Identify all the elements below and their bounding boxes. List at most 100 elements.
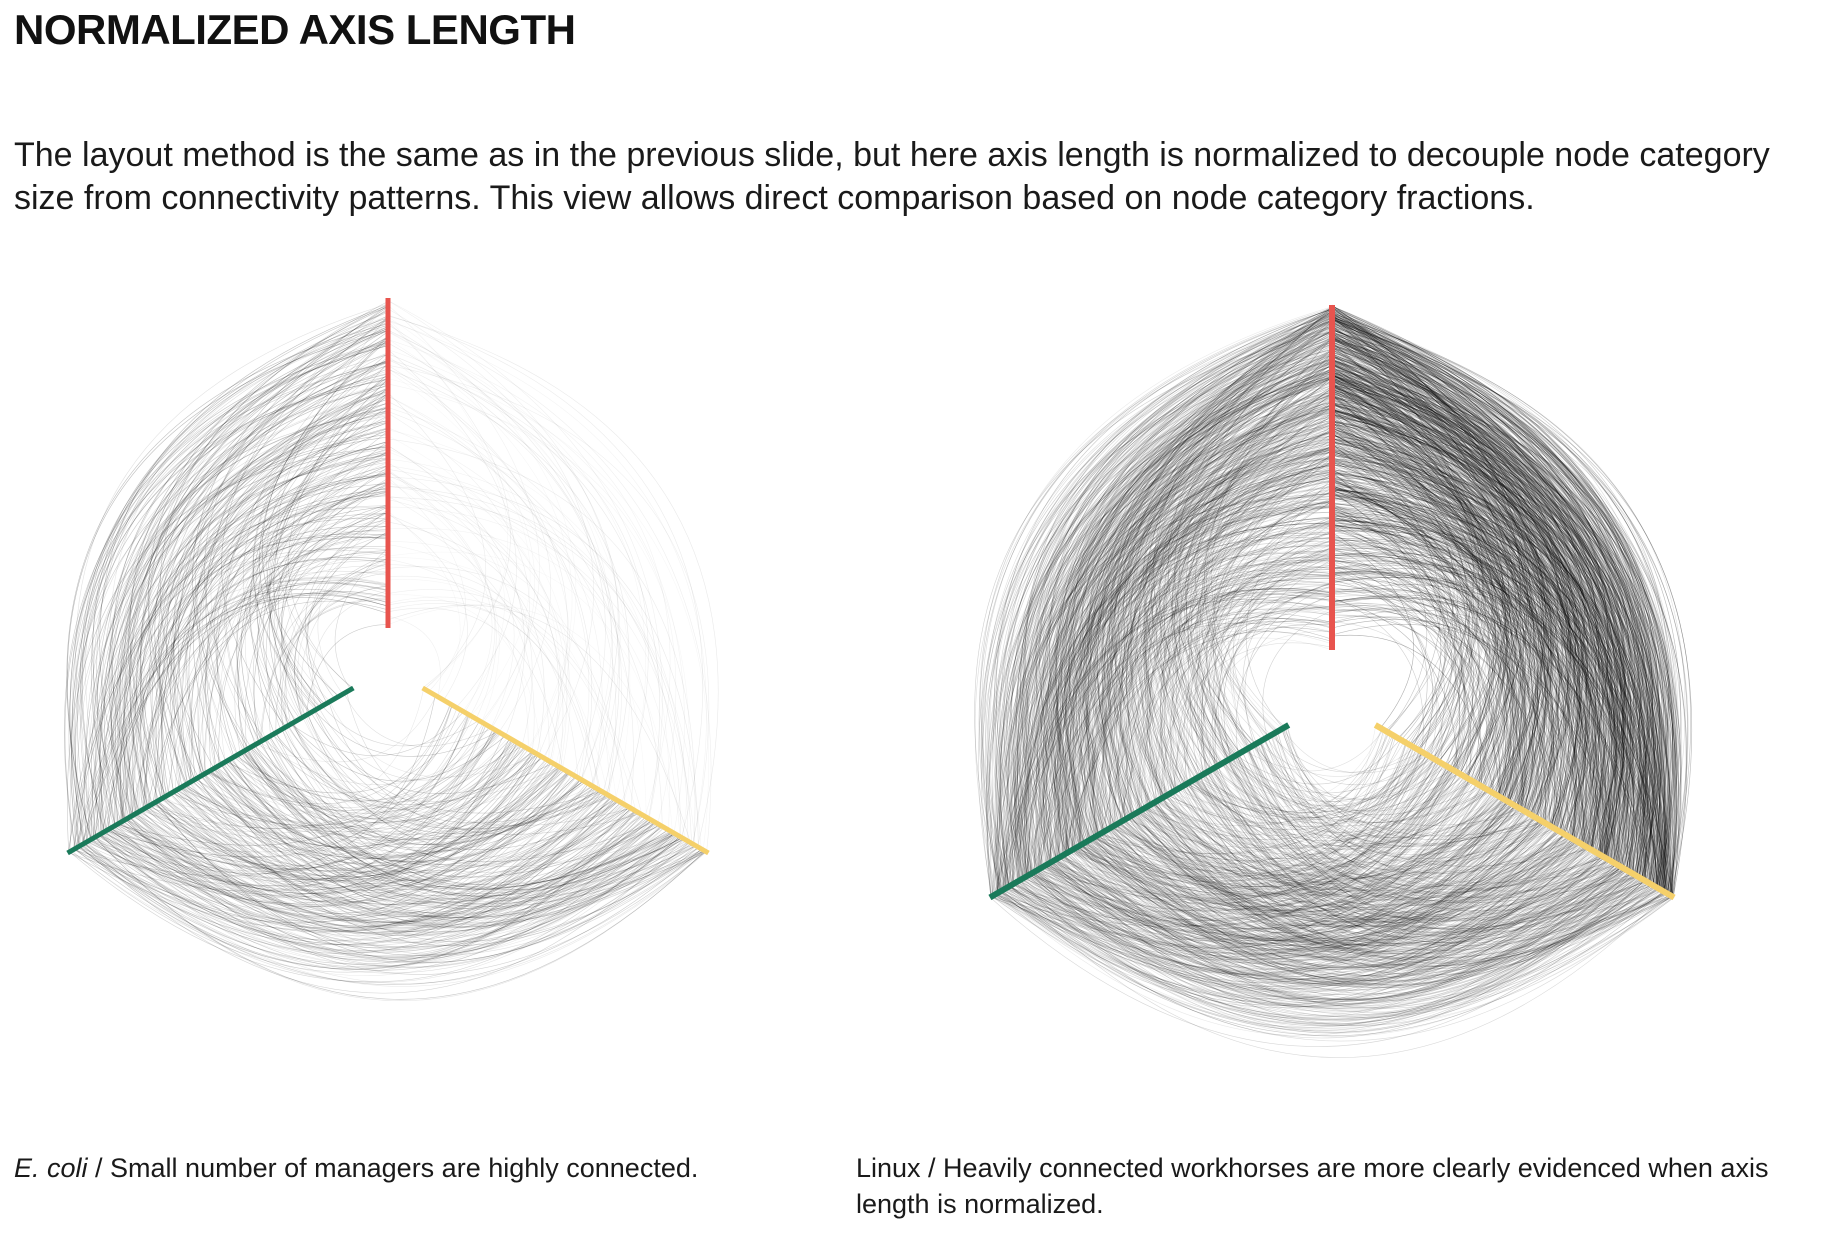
edge-curve <box>120 475 389 822</box>
edge-curve <box>233 747 526 823</box>
edge-curve <box>1158 584 1333 799</box>
edge-curve <box>1331 598 1622 867</box>
edge-curve <box>1199 776 1671 947</box>
edge-curve <box>1172 358 1333 760</box>
edge-curve <box>84 436 389 843</box>
edge-curve <box>1035 394 1333 868</box>
edge-curve <box>1331 315 1484 754</box>
edge-curve <box>1161 798 1627 958</box>
edge-curve <box>1188 782 1667 963</box>
edge-curve <box>1331 479 1471 761</box>
edge-curve <box>158 343 389 786</box>
edge-curve <box>1185 784 1637 946</box>
edge-curve <box>147 703 451 829</box>
edge-curve <box>1331 374 1518 778</box>
edge-curve <box>1331 527 1673 897</box>
edge-curve <box>1059 857 1630 1002</box>
edge-curve <box>1043 817 1536 950</box>
edge-curve <box>1261 740 1670 915</box>
edge-curve <box>1212 768 1617 916</box>
edge-curve <box>204 305 389 740</box>
edge-curve <box>1331 316 1643 858</box>
edge-curve <box>1031 865 1619 984</box>
edge-curve <box>996 506 1333 894</box>
edge-curve <box>995 877 1641 1029</box>
edge-curve <box>1331 579 1483 787</box>
edge-curve <box>1143 808 1625 944</box>
edge-curve <box>387 462 533 746</box>
edge-curve <box>149 340 389 796</box>
edge-curve <box>1331 326 1560 816</box>
edge-curve <box>1081 375 1333 827</box>
edge-curve <box>208 731 499 808</box>
edge-curve <box>1033 872 1654 1000</box>
edge-curve <box>1075 764 1445 888</box>
edge-curve <box>1055 356 1333 854</box>
edge-curve <box>1331 471 1668 894</box>
edge-curve <box>1099 799 1505 896</box>
edge-curve <box>1331 572 1584 845</box>
edge-curve <box>1089 530 1333 840</box>
edge-curve <box>993 801 1510 961</box>
edge-curve <box>111 713 469 853</box>
edge-curve <box>1201 537 1333 767</box>
edge-curve <box>1331 310 1484 746</box>
edge-curve <box>1172 791 1668 959</box>
edge-curve <box>1105 421 1333 823</box>
edge-curve <box>188 448 389 775</box>
edge-curve <box>1331 312 1564 810</box>
edge-curve <box>1331 557 1633 874</box>
edge-curve <box>232 757 675 909</box>
edge-curve <box>257 392 389 725</box>
edge-curve <box>1331 334 1483 748</box>
edge-curve <box>1007 371 1333 881</box>
caption-ecoli: E. coli / Small number of managers are h… <box>14 1150 834 1186</box>
edge-curve <box>1066 487 1333 850</box>
edge-curve <box>1160 491 1333 797</box>
edge-curve <box>104 814 642 933</box>
edge-curve <box>1084 438 1333 841</box>
edge-curve <box>205 451 389 767</box>
edge-curve <box>1331 463 1539 816</box>
edge-curve <box>1331 448 1553 820</box>
edge-curve <box>1331 452 1666 890</box>
edge-curve <box>1331 321 1531 776</box>
edge-curve <box>1331 530 1509 801</box>
edge-curve <box>132 490 389 816</box>
edge-curve <box>1331 306 1528 777</box>
edge-curve <box>1331 344 1625 860</box>
edge-curve <box>1168 793 1523 879</box>
edge-curve <box>1023 751 1423 921</box>
edge-curve <box>128 342 389 801</box>
edge-curve <box>1331 446 1518 801</box>
caption-linux: Linux / Heavily connected workhorses are… <box>856 1150 1816 1222</box>
edge-curve <box>1043 742 1407 905</box>
edge-curve <box>1331 535 1588 847</box>
edge-curve <box>1331 492 1613 862</box>
edge-curve <box>1091 430 1333 836</box>
edge-curve <box>108 724 487 882</box>
edge-curve <box>1331 519 1615 864</box>
edge-curve <box>1331 375 1502 779</box>
edge-curve <box>1024 754 1427 926</box>
edge-curve <box>1331 335 1661 885</box>
edge-curve <box>981 307 1333 888</box>
edge-curve <box>1171 360 1333 759</box>
edge-curve <box>1158 778 1469 855</box>
edge-curve <box>1082 843 1589 970</box>
edge-curve <box>1266 737 1448 800</box>
edge-curve <box>1271 734 1639 908</box>
edge-curve <box>1331 500 1595 849</box>
edge-curve <box>1331 355 1583 828</box>
edge-curve <box>145 807 696 933</box>
edge-curve <box>387 339 671 817</box>
edge-curve <box>1008 338 1333 879</box>
edge-curve <box>1331 383 1601 846</box>
edge-curve <box>1331 431 1552 823</box>
edge-curve <box>1331 339 1670 880</box>
edge-curve <box>1065 431 1333 850</box>
edge-curve <box>1331 418 1634 874</box>
edge-curve <box>1064 339 1333 840</box>
edge-curve <box>130 491 389 817</box>
edge-curve <box>1064 618 1333 855</box>
